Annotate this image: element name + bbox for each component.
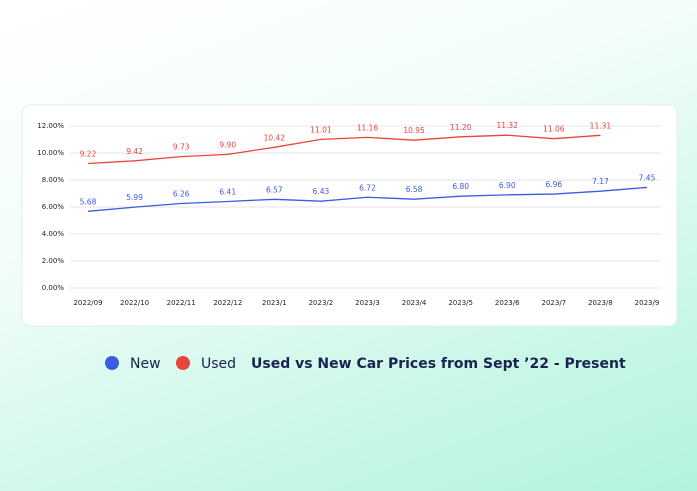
series-line (87, 186, 648, 212)
y-tick-label: 4.00% (42, 230, 65, 238)
x-tick-label: 2023/7 (542, 299, 567, 307)
data-label: 11.16 (357, 123, 379, 132)
x-tick-label: 2023/1 (262, 299, 287, 307)
x-tick-label: 2022/11 (167, 299, 196, 307)
x-tick-label: 2023/3 (355, 299, 380, 307)
data-label: 6.90 (499, 181, 516, 190)
x-tick-label: 2023/9 (635, 299, 660, 307)
x-tick-label: 2023/6 (495, 299, 520, 307)
legend-label: Used (201, 356, 236, 372)
y-tick-label: 10.00% (37, 149, 64, 157)
x-tick-label: 2022/09 (73, 299, 102, 307)
y-tick-label: 6.00% (42, 203, 65, 211)
y-tick-label: 0.00% (42, 284, 65, 292)
data-label: 11.31 (590, 121, 612, 130)
data-label: 9.22 (80, 150, 97, 159)
data-label: 6.96 (545, 180, 562, 189)
data-label: 11.06 (543, 125, 565, 134)
data-label: 5.68 (80, 197, 97, 206)
x-tick-label: 2023/5 (448, 299, 473, 307)
data-label: 6.57 (266, 185, 283, 194)
y-tick-label: 8.00% (42, 176, 65, 184)
x-tick-label: 2022/12 (213, 299, 242, 307)
data-label: 6.26 (173, 189, 190, 198)
data-label: 10.95 (403, 126, 425, 135)
legend-swatch (105, 356, 119, 370)
x-tick-label: 2023/8 (588, 299, 613, 307)
data-label: 9.73 (173, 143, 190, 152)
x-tick-label: 2022/10 (120, 299, 149, 307)
data-label: 11.32 (497, 121, 519, 130)
data-label: 7.17 (592, 177, 609, 186)
data-label: 6.43 (313, 187, 330, 196)
y-tick-label: 2.00% (42, 257, 65, 265)
data-label: 11.01 (310, 125, 332, 134)
y-tick-label: 12.00% (37, 122, 64, 130)
data-label: 10.42 (264, 133, 286, 142)
x-tick-label: 2023/2 (309, 299, 334, 307)
data-label: 6.72 (359, 183, 376, 192)
data-label: 5.99 (126, 193, 143, 202)
data-label: 6.41 (219, 187, 236, 196)
data-label: 11.20 (450, 123, 472, 132)
chart-title: Used vs New Car Prices from Sept ’22 - P… (251, 356, 626, 372)
legend-label: New (130, 356, 161, 372)
series-line (87, 134, 601, 165)
data-label: 6.58 (406, 185, 423, 194)
data-label: 9.90 (219, 140, 236, 149)
data-label: 7.45 (639, 173, 656, 182)
legend-swatch (176, 356, 190, 370)
card (21, 104, 678, 327)
data-label: 6.80 (452, 182, 469, 191)
data-label: 9.42 (126, 147, 143, 156)
x-tick-label: 2023/4 (402, 299, 427, 307)
